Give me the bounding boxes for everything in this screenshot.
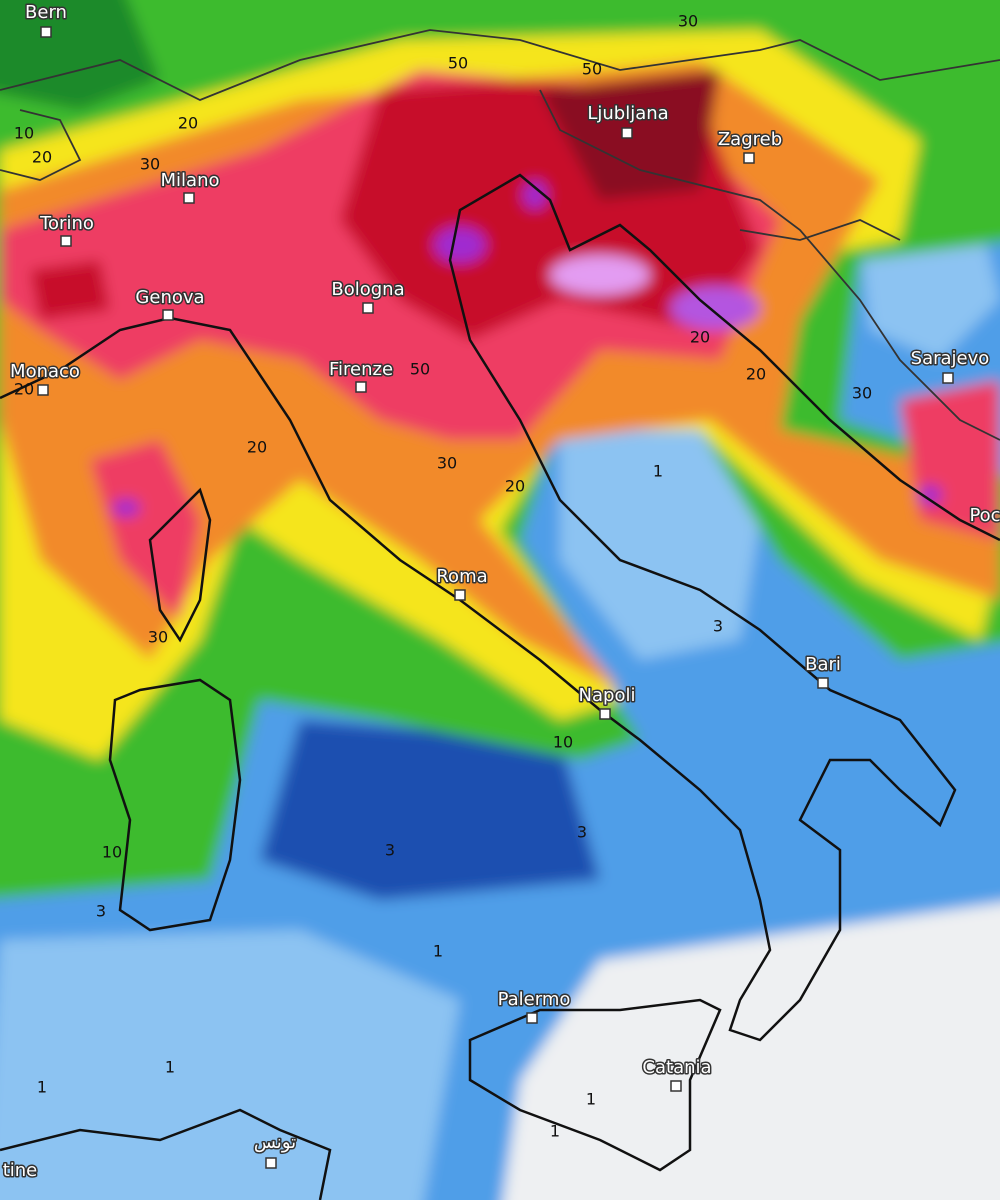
city-marker (37, 384, 49, 396)
city-label: Palermo (498, 989, 571, 1010)
contour-label: 30 (148, 628, 168, 647)
city-label: Monaco (10, 361, 80, 382)
contour-label: 50 (582, 60, 602, 79)
contour-label: 3 (385, 841, 395, 860)
contour-label: 10 (102, 843, 122, 862)
city-label: Genova (135, 287, 204, 308)
contour-label: 20 (14, 380, 34, 399)
city-label: Torino (39, 213, 94, 234)
contour-label: 30 (140, 155, 160, 174)
contour-label: 20 (178, 114, 198, 133)
city-marker (40, 26, 52, 38)
city-marker (599, 708, 611, 720)
contour-label: 1 (165, 1058, 175, 1077)
contour-label: 20 (247, 438, 267, 457)
city-marker (743, 152, 755, 164)
city-label: تونس (254, 1132, 296, 1153)
city-marker (526, 1012, 538, 1024)
contour-label: 1 (586, 1090, 596, 1109)
city-label: Roma (436, 566, 487, 587)
city-label: Milano (161, 170, 220, 191)
city-label: Bern (25, 2, 67, 23)
contour-label: 20 (746, 365, 766, 384)
contour-label: 50 (448, 54, 468, 73)
contour-label: 30 (437, 454, 457, 473)
city-label: Bari (805, 654, 841, 675)
city-marker (454, 589, 466, 601)
contour-label: 20 (690, 328, 710, 347)
contour-label: 1 (653, 462, 663, 481)
contour-label: 30 (678, 12, 698, 31)
contour-label: 3 (577, 823, 587, 842)
contour-label: 20 (505, 477, 525, 496)
city-marker (670, 1080, 682, 1092)
city-marker (265, 1157, 277, 1169)
city-marker (362, 302, 374, 314)
contour-label: 1 (37, 1078, 47, 1097)
city-marker (621, 127, 633, 139)
city-label: Zagreb (718, 129, 782, 150)
city-marker (355, 381, 367, 393)
city-label: Catania (642, 1057, 711, 1078)
city-label: Sarajevo (911, 348, 990, 369)
city-label: Bologna (331, 279, 404, 300)
contour-label: 1 (550, 1122, 560, 1141)
city-marker (60, 235, 72, 247)
contour-label: 3 (96, 902, 106, 921)
contour-label: 30 (852, 384, 872, 403)
borders (0, 29, 1000, 441)
city-label: Napoli (579, 685, 636, 706)
city-marker (162, 309, 174, 321)
contour-label: 10 (553, 733, 573, 752)
contour-label: 50 (410, 360, 430, 379)
city-label: Ljubljana (587, 103, 668, 124)
city-label: tine (3, 1160, 38, 1181)
contour-label: 1 (433, 942, 443, 961)
city-label: Firenze (329, 359, 393, 380)
contour-label: 10 (14, 124, 34, 143)
city-marker (817, 677, 829, 689)
city-marker (942, 372, 954, 384)
contour-label: 3 (713, 617, 723, 636)
city-label: Poc (969, 505, 1000, 526)
city-marker (183, 192, 195, 204)
contour-label: 20 (32, 148, 52, 167)
